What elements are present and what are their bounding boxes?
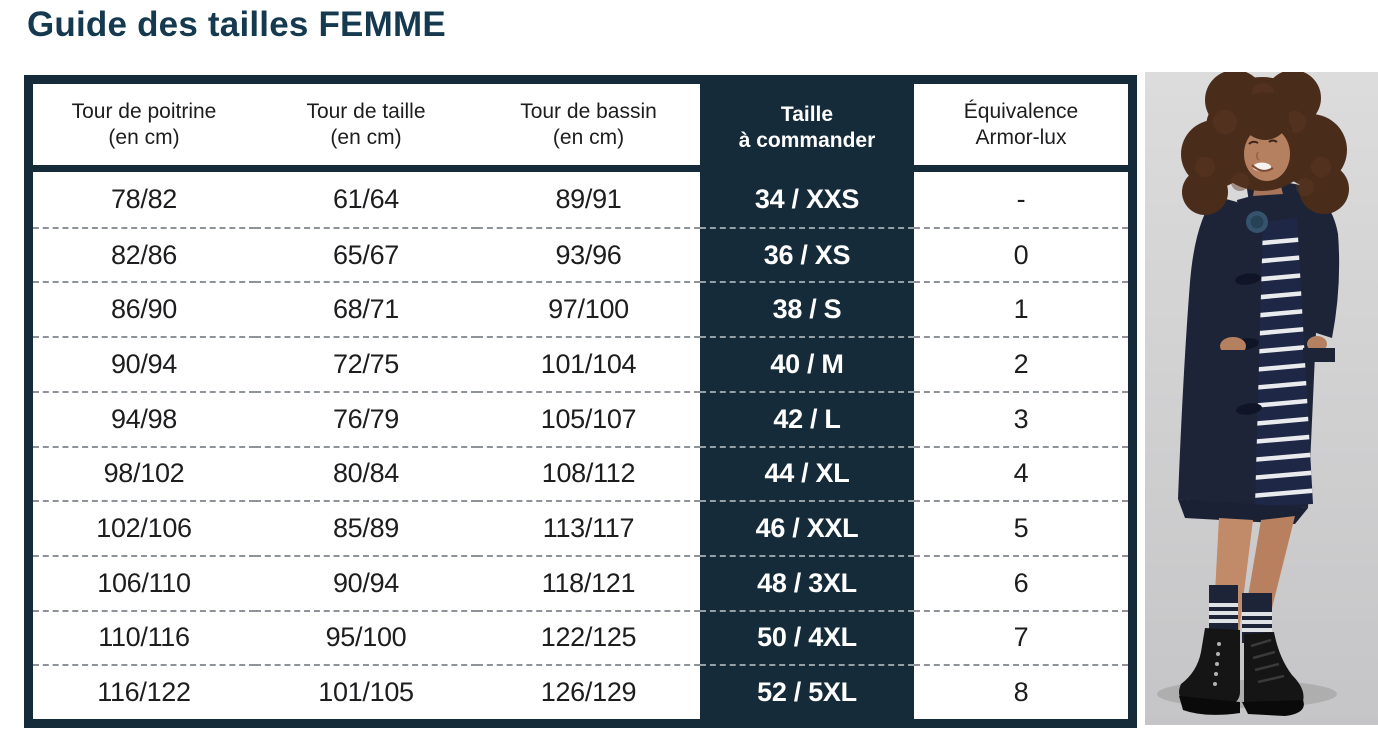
- striped-socks: [1209, 585, 1272, 643]
- cell-equivalence: 2: [914, 336, 1128, 391]
- header-label: Tour de bassin: [520, 99, 657, 123]
- cell-poitrine: 110/116: [33, 609, 255, 665]
- cell-bassin: 122/125: [477, 609, 700, 665]
- cell-poitrine: 86/90: [33, 281, 255, 337]
- cell-bassin: 126/129: [477, 664, 700, 719]
- cell-commander: 48 / 3XL: [700, 554, 914, 610]
- boots: [1179, 628, 1304, 716]
- cell-equivalence: 6: [914, 554, 1128, 610]
- header-tour-de-taille: Tour de taille (en cm): [255, 84, 477, 172]
- face: [1244, 127, 1290, 181]
- coat-hem: [1178, 499, 1308, 524]
- header-label: Tour de poitrine: [71, 99, 217, 123]
- cell-equivalence: 5: [914, 500, 1128, 555]
- cell-commander: 50 / 4XL: [700, 609, 914, 665]
- cell-taille: 61/64: [255, 172, 477, 227]
- cell-commander: 44 / XL: [700, 445, 914, 501]
- header-sublabel: (en cm): [330, 125, 402, 149]
- boot-eyelets: [1213, 642, 1221, 686]
- cell-taille: 85/89: [255, 500, 477, 555]
- page-title: Guide des tailles FEMME: [27, 5, 446, 44]
- hair-fringe-blob: [1241, 92, 1289, 140]
- cell-commander: 46 / XXL: [700, 500, 914, 555]
- coat-toggles: [1233, 273, 1262, 415]
- cell-taille: 76/79: [255, 390, 477, 446]
- cell-bassin: 113/117: [477, 500, 700, 555]
- cell-commander: 52 / 5XL: [700, 664, 914, 719]
- hands: [1213, 336, 1335, 366]
- cell-bassin: 101/104: [477, 336, 700, 391]
- cell-bassin: 97/100: [477, 281, 700, 337]
- cell-commander: 36 / XS: [700, 226, 914, 282]
- cell-poitrine: 102/106: [33, 500, 255, 555]
- header-taille-a-commander: Taille à commander: [700, 84, 914, 172]
- cell-bassin: 89/91: [477, 172, 700, 227]
- cell-taille: 68/71: [255, 281, 477, 337]
- cell-poitrine: 106/110: [33, 554, 255, 610]
- cell-equivalence: -: [914, 172, 1128, 227]
- boot-laces: [1250, 638, 1285, 684]
- header-tour-de-bassin: Tour de bassin (en cm): [477, 84, 700, 172]
- cell-equivalence: 3: [914, 390, 1128, 446]
- cell-poitrine: 116/122: [33, 664, 255, 719]
- header-sublabel: à commander: [738, 129, 876, 152]
- header-sublabel: (en cm): [552, 125, 625, 149]
- cell-commander: 34 / XXS: [754, 183, 860, 214]
- header-label: Tour de taille: [306, 99, 426, 123]
- cell-equivalence: 8: [914, 664, 1128, 719]
- cell-taille: 95/100: [255, 609, 477, 665]
- cell-commander: 42 / L: [700, 390, 914, 446]
- size-guide-table: Tour de poitrine (en cm) Tour de taille …: [24, 75, 1137, 728]
- cell-equivalence: 1: [914, 281, 1128, 337]
- cell-poitrine: 78/82: [33, 172, 255, 227]
- cell-equivalence: 4: [914, 445, 1128, 501]
- cell-bassin: 118/121: [477, 554, 700, 610]
- cell-taille: 90/94: [255, 554, 477, 610]
- header-sublabel: Armor-lux: [975, 125, 1067, 149]
- header-sublabel: (en cm): [108, 125, 180, 149]
- cell-poitrine: 82/86: [33, 226, 255, 282]
- cell-taille: 72/75: [255, 336, 477, 391]
- cell-poitrine: 90/94: [33, 336, 255, 391]
- cell-commander: 38 / S: [700, 281, 914, 336]
- cell-poitrine: 98/102: [33, 445, 255, 501]
- header-equivalence-armorlux: Équivalence Armor-lux: [914, 84, 1128, 172]
- cell-bassin: 105/107: [477, 390, 700, 446]
- cell-bassin: 108/112: [477, 445, 700, 501]
- model-photo: [1145, 72, 1378, 725]
- cell-poitrine: 94/98: [33, 390, 255, 446]
- cell-taille: 101/105: [255, 664, 477, 719]
- cell-equivalence: 0: [914, 226, 1128, 282]
- cell-bassin: 93/96: [477, 226, 700, 282]
- cell-commander: 40 / M: [700, 336, 914, 391]
- header-label: Équivalence: [963, 99, 1079, 123]
- cell-taille: 80/84: [255, 445, 477, 501]
- header-label: Taille: [780, 103, 834, 126]
- cell-taille: 65/67: [255, 226, 477, 282]
- header-tour-de-poitrine: Tour de poitrine (en cm): [33, 84, 255, 172]
- cell-equivalence: 7: [914, 609, 1128, 665]
